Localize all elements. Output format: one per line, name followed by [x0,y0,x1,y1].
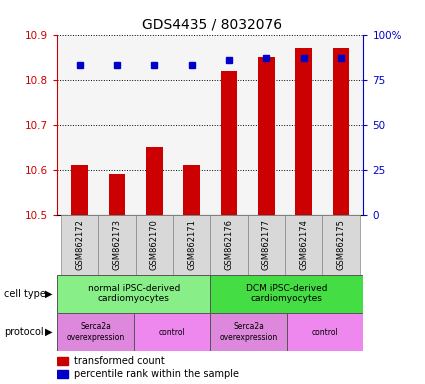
Bar [248,215,285,275]
Bar [146,147,163,215]
Text: GSM862173: GSM862173 [113,219,122,270]
Bar [109,174,125,215]
Text: control: control [159,328,185,337]
Text: GSM862177: GSM862177 [262,219,271,270]
Text: ▶: ▶ [45,289,52,299]
Bar [57,370,68,378]
Bar [210,215,248,275]
Bar [57,357,68,365]
Text: DCM iPSC-derived
cardiomyocytes: DCM iPSC-derived cardiomyocytes [246,284,328,303]
Text: GSM862176: GSM862176 [224,219,233,270]
Text: percentile rank within the sample: percentile rank within the sample [74,369,239,379]
Bar [183,166,200,215]
Text: GSM862174: GSM862174 [299,219,308,270]
Bar [210,275,363,313]
Text: normal iPSC-derived
cardiomyocytes: normal iPSC-derived cardiomyocytes [88,284,180,303]
Text: transformed count: transformed count [74,356,165,366]
Bar [57,313,134,351]
Bar [210,313,287,351]
Bar [71,166,88,215]
Text: ▶: ▶ [45,327,52,337]
Text: cell type: cell type [4,289,46,299]
Text: GSM862170: GSM862170 [150,219,159,270]
Bar [61,215,99,275]
Text: GSM862171: GSM862171 [187,219,196,270]
Bar [99,215,136,275]
Bar [322,215,360,275]
Bar [173,215,210,275]
Bar [258,57,275,215]
Text: GDS4435 / 8032076: GDS4435 / 8032076 [142,18,283,32]
Text: Serca2a
overexpression: Serca2a overexpression [66,323,125,342]
Bar [136,215,173,275]
Text: GSM862172: GSM862172 [75,219,84,270]
Bar [221,71,238,215]
Bar [295,48,312,215]
Text: GSM862175: GSM862175 [337,219,346,270]
Text: control: control [312,328,338,337]
Bar [285,215,322,275]
Bar [57,275,210,313]
Bar [333,48,349,215]
Text: Serca2a
overexpression: Serca2a overexpression [219,323,278,342]
Bar [287,313,363,351]
Text: protocol: protocol [4,327,44,337]
Bar [134,313,210,351]
